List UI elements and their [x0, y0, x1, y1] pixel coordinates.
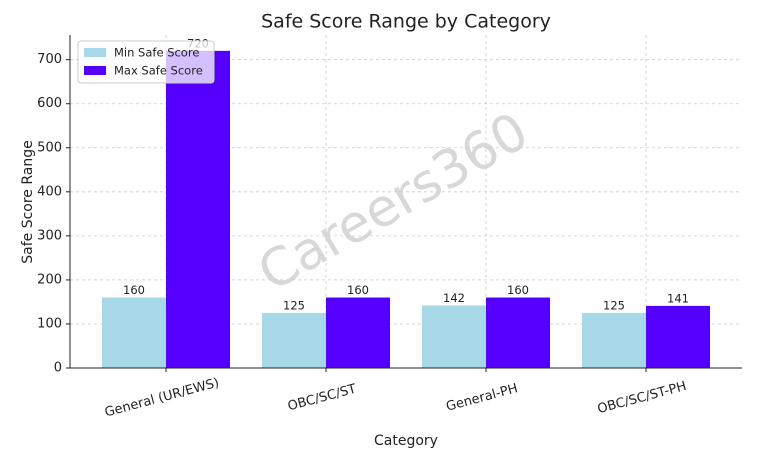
bar [582, 312, 646, 368]
y-tick-label: 200 [37, 272, 62, 287]
bar [422, 305, 486, 368]
value-label: 142 [443, 291, 465, 305]
y-tick-label: 600 [37, 96, 62, 111]
value-label: 125 [603, 298, 625, 312]
bar [166, 50, 230, 368]
y-tick-label: 100 [37, 316, 62, 331]
bar [486, 297, 550, 368]
bar [326, 297, 390, 368]
legend-swatch [84, 66, 106, 75]
legend-box [77, 40, 215, 84]
legend-label: Min Safe Score [114, 46, 199, 60]
value-label: 141 [667, 291, 689, 305]
y-axis-label: Safe Score Range [20, 140, 36, 264]
y-tick-label: 500 [37, 140, 62, 155]
y-tick-label: 700 [37, 52, 62, 67]
bar [646, 305, 710, 368]
bar [262, 312, 326, 368]
value-label: 125 [283, 298, 305, 312]
chart-title: Safe Score Range by Category [261, 11, 551, 33]
value-label: 160 [347, 283, 369, 297]
y-tick-label: 400 [37, 184, 62, 199]
value-label: 160 [507, 283, 529, 297]
legend-swatch [84, 48, 106, 57]
x-axis-label: Category [374, 433, 438, 449]
y-tick-label: 0 [54, 361, 62, 376]
value-label: 160 [123, 283, 145, 297]
axes [69, 35, 742, 369]
y-tick-label: 300 [37, 228, 62, 243]
bar [102, 297, 166, 368]
legend-label: Max Safe Score [114, 64, 203, 78]
